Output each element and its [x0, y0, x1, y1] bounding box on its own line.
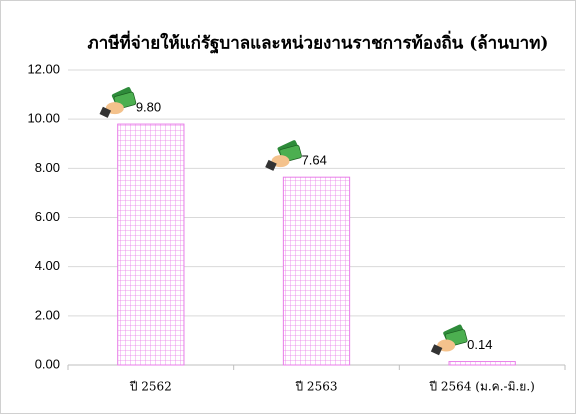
bar: [448, 361, 516, 366]
x-tick-label: ปี 2562: [129, 380, 172, 394]
sleeve: [430, 344, 443, 356]
x-tick-label: ปี 2563: [295, 380, 338, 394]
y-tick-label: 10.00: [27, 111, 60, 126]
bar: [282, 176, 351, 366]
y-tick-label: 12.00: [27, 61, 60, 76]
value-label: 7.64: [302, 153, 327, 168]
y-tick-label: 4.00: [35, 258, 60, 273]
value-label: 9.80: [136, 100, 161, 115]
y-tick-label: 0.00: [35, 356, 60, 371]
y-tick-label: 2.00: [35, 307, 60, 322]
sleeve: [99, 106, 112, 118]
chart-title: ภาษีที่จ่ายให้แก่รัฐบาลและหน่วยงานราชการ…: [88, 31, 549, 55]
money-icon: [430, 324, 468, 356]
money-icon: [265, 140, 302, 171]
y-tick-label: 6.00: [35, 209, 60, 224]
money-icon: [99, 87, 137, 118]
bar: [117, 123, 185, 366]
y-tick-label: 8.00: [35, 160, 60, 175]
value-label: 0.14: [467, 337, 492, 352]
x-tick-label: ปี 2564 (ม.ค.-มิ.ย.): [429, 380, 535, 394]
sleeve: [265, 159, 277, 171]
